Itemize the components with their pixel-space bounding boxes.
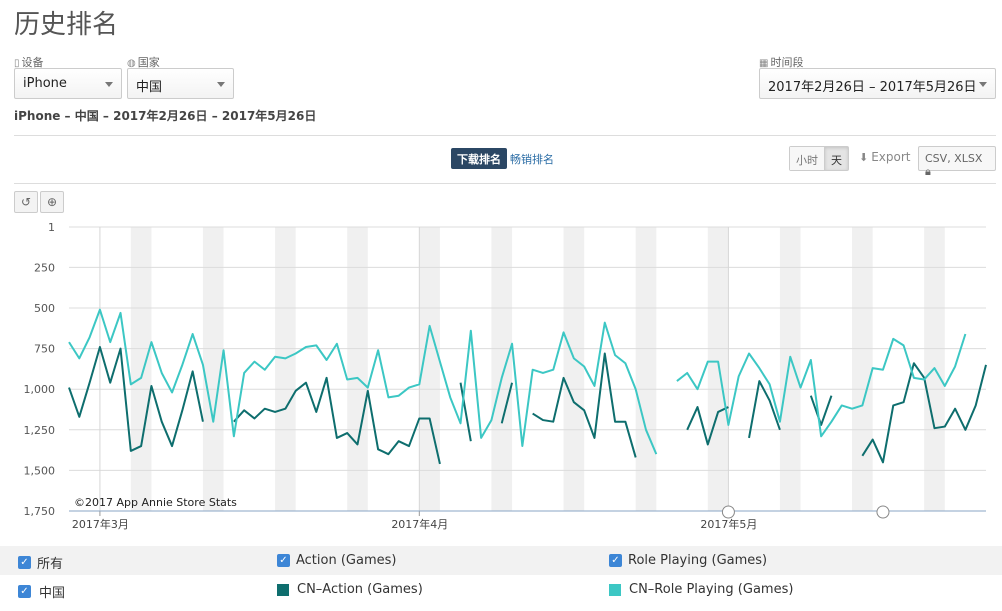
weekend-band: [635, 227, 657, 511]
y-tick-label: 250: [34, 261, 55, 274]
download-icon: ⬇: [859, 151, 869, 164]
weekend-band: [491, 227, 513, 511]
country-label: ◍ 国家: [127, 56, 160, 69]
series-action-line: [532, 352, 637, 458]
weekend-band: [347, 227, 368, 511]
chart-credit: ©2017 App Annie Store Stats: [74, 496, 237, 509]
globe-icon: ◍: [127, 58, 136, 69]
period-select[interactable]: 2017年2月26日 – 2017年5月26日: [759, 68, 996, 99]
y-tick-label: 500: [34, 302, 55, 315]
device-select-value: iPhone: [23, 76, 67, 91]
y-tick-label: 750: [34, 343, 55, 356]
lock-icon: 🔒︎: [925, 165, 931, 178]
checkbox-checked-icon: ✓: [18, 585, 31, 598]
device-select[interactable]: iPhone: [14, 68, 122, 99]
x-tick-label: 2017年5月: [700, 517, 757, 531]
period-label: ▦ 时间段: [759, 56, 804, 69]
calendar-icon: ▦: [759, 58, 769, 69]
weekend-band: [707, 227, 729, 511]
weekend-band: [852, 227, 873, 511]
series-action-line: [686, 406, 729, 446]
checkbox-checked-icon: ✓: [277, 554, 290, 567]
phone-icon: ▯: [14, 58, 20, 69]
chevron-down-icon: [105, 82, 113, 87]
action-swatch: [277, 583, 289, 596]
granularity-day-button[interactable]: 天: [824, 147, 848, 170]
role-playing-swatch: [609, 583, 621, 596]
export-button[interactable]: ⬇ Export: [859, 150, 911, 164]
page-title: 历史排名: [14, 10, 119, 40]
device-label: ▯ 设备: [14, 56, 44, 69]
event-marker-icon: [721, 505, 735, 519]
series-action-line: [500, 382, 514, 424]
y-tick-label: 1,500: [24, 464, 56, 477]
series-action-line: [233, 376, 441, 465]
x-tick-label: 2017年4月: [391, 517, 448, 531]
series-role-playing-line: [68, 308, 658, 455]
legend-category-row: ✓ 所有 ✓ Action (Games) ✓ Role Playing (Games…: [0, 546, 1002, 575]
granularity-hour-button[interactable]: 小时: [790, 147, 824, 170]
series-action-line: [68, 345, 204, 452]
legend-series-action[interactable]: CN–Action (Games): [277, 582, 423, 597]
divider: [14, 183, 996, 184]
chevron-down-icon: [217, 82, 225, 87]
series-role-playing-line: [676, 333, 967, 438]
reset-zoom-button[interactable]: ↺: [14, 191, 38, 213]
zoom-icon[interactable]: ⊕: [40, 191, 64, 213]
selection-summary: iPhone – 中国 – 2017年2月26日 – 2017年5月26日: [14, 109, 317, 123]
series-action-line: [459, 382, 472, 442]
divider: [14, 135, 996, 136]
series-action-line: [809, 395, 833, 426]
weekend-band: [563, 227, 585, 511]
y-tick-label: 1: [48, 221, 55, 234]
checkbox-checked-icon: ✓: [18, 556, 31, 569]
weekend-band: [202, 227, 224, 511]
ranking-chart: 1 250 500 750 1,000 1,250 1,500 1,750 2017年3月 201…: [24, 221, 987, 531]
weekend-band: [779, 227, 801, 511]
csv-xlsx-button[interactable]: CSV, XLSX 🔒︎: [918, 146, 996, 178]
y-tick-label: 1,250: [24, 424, 56, 437]
country-select[interactable]: 中国: [127, 68, 234, 99]
weekend-band: [130, 227, 152, 511]
tab-grossing-rank[interactable]: 畅销排名: [510, 153, 554, 166]
chevron-down-icon: [979, 82, 987, 87]
country-select-value: 中国: [136, 80, 163, 95]
legend-category-role-playing[interactable]: ✓ Role Playing (Games): [609, 553, 767, 568]
tab-download-rank[interactable]: 下载排名: [451, 148, 507, 169]
weekend-band: [275, 227, 296, 511]
checkbox-checked-icon: ✓: [609, 554, 622, 567]
event-marker-icon: [876, 505, 890, 519]
legend-category-action[interactable]: ✓ Action (Games): [277, 553, 396, 568]
legend-series-role-playing[interactable]: CN–Role Playing (Games): [609, 582, 793, 597]
legend-all[interactable]: ✓ 所有: [18, 553, 63, 572]
granularity-toggle: 小时 天: [789, 146, 849, 171]
period-select-value: 2017年2月26日 – 2017年5月26日: [768, 80, 977, 95]
x-tick-label: 2017年3月: [72, 517, 129, 531]
legend-country[interactable]: ✓ 中国: [18, 582, 65, 601]
series-action-line: [748, 380, 781, 439]
y-tick-label: 1,000: [24, 383, 56, 396]
legend-series-row: ✓ 中国 CN–Action (Games) CN–Role Playing (G…: [0, 575, 1002, 604]
y-tick-label: 1,750: [24, 505, 56, 518]
series-action-line: [861, 362, 987, 464]
